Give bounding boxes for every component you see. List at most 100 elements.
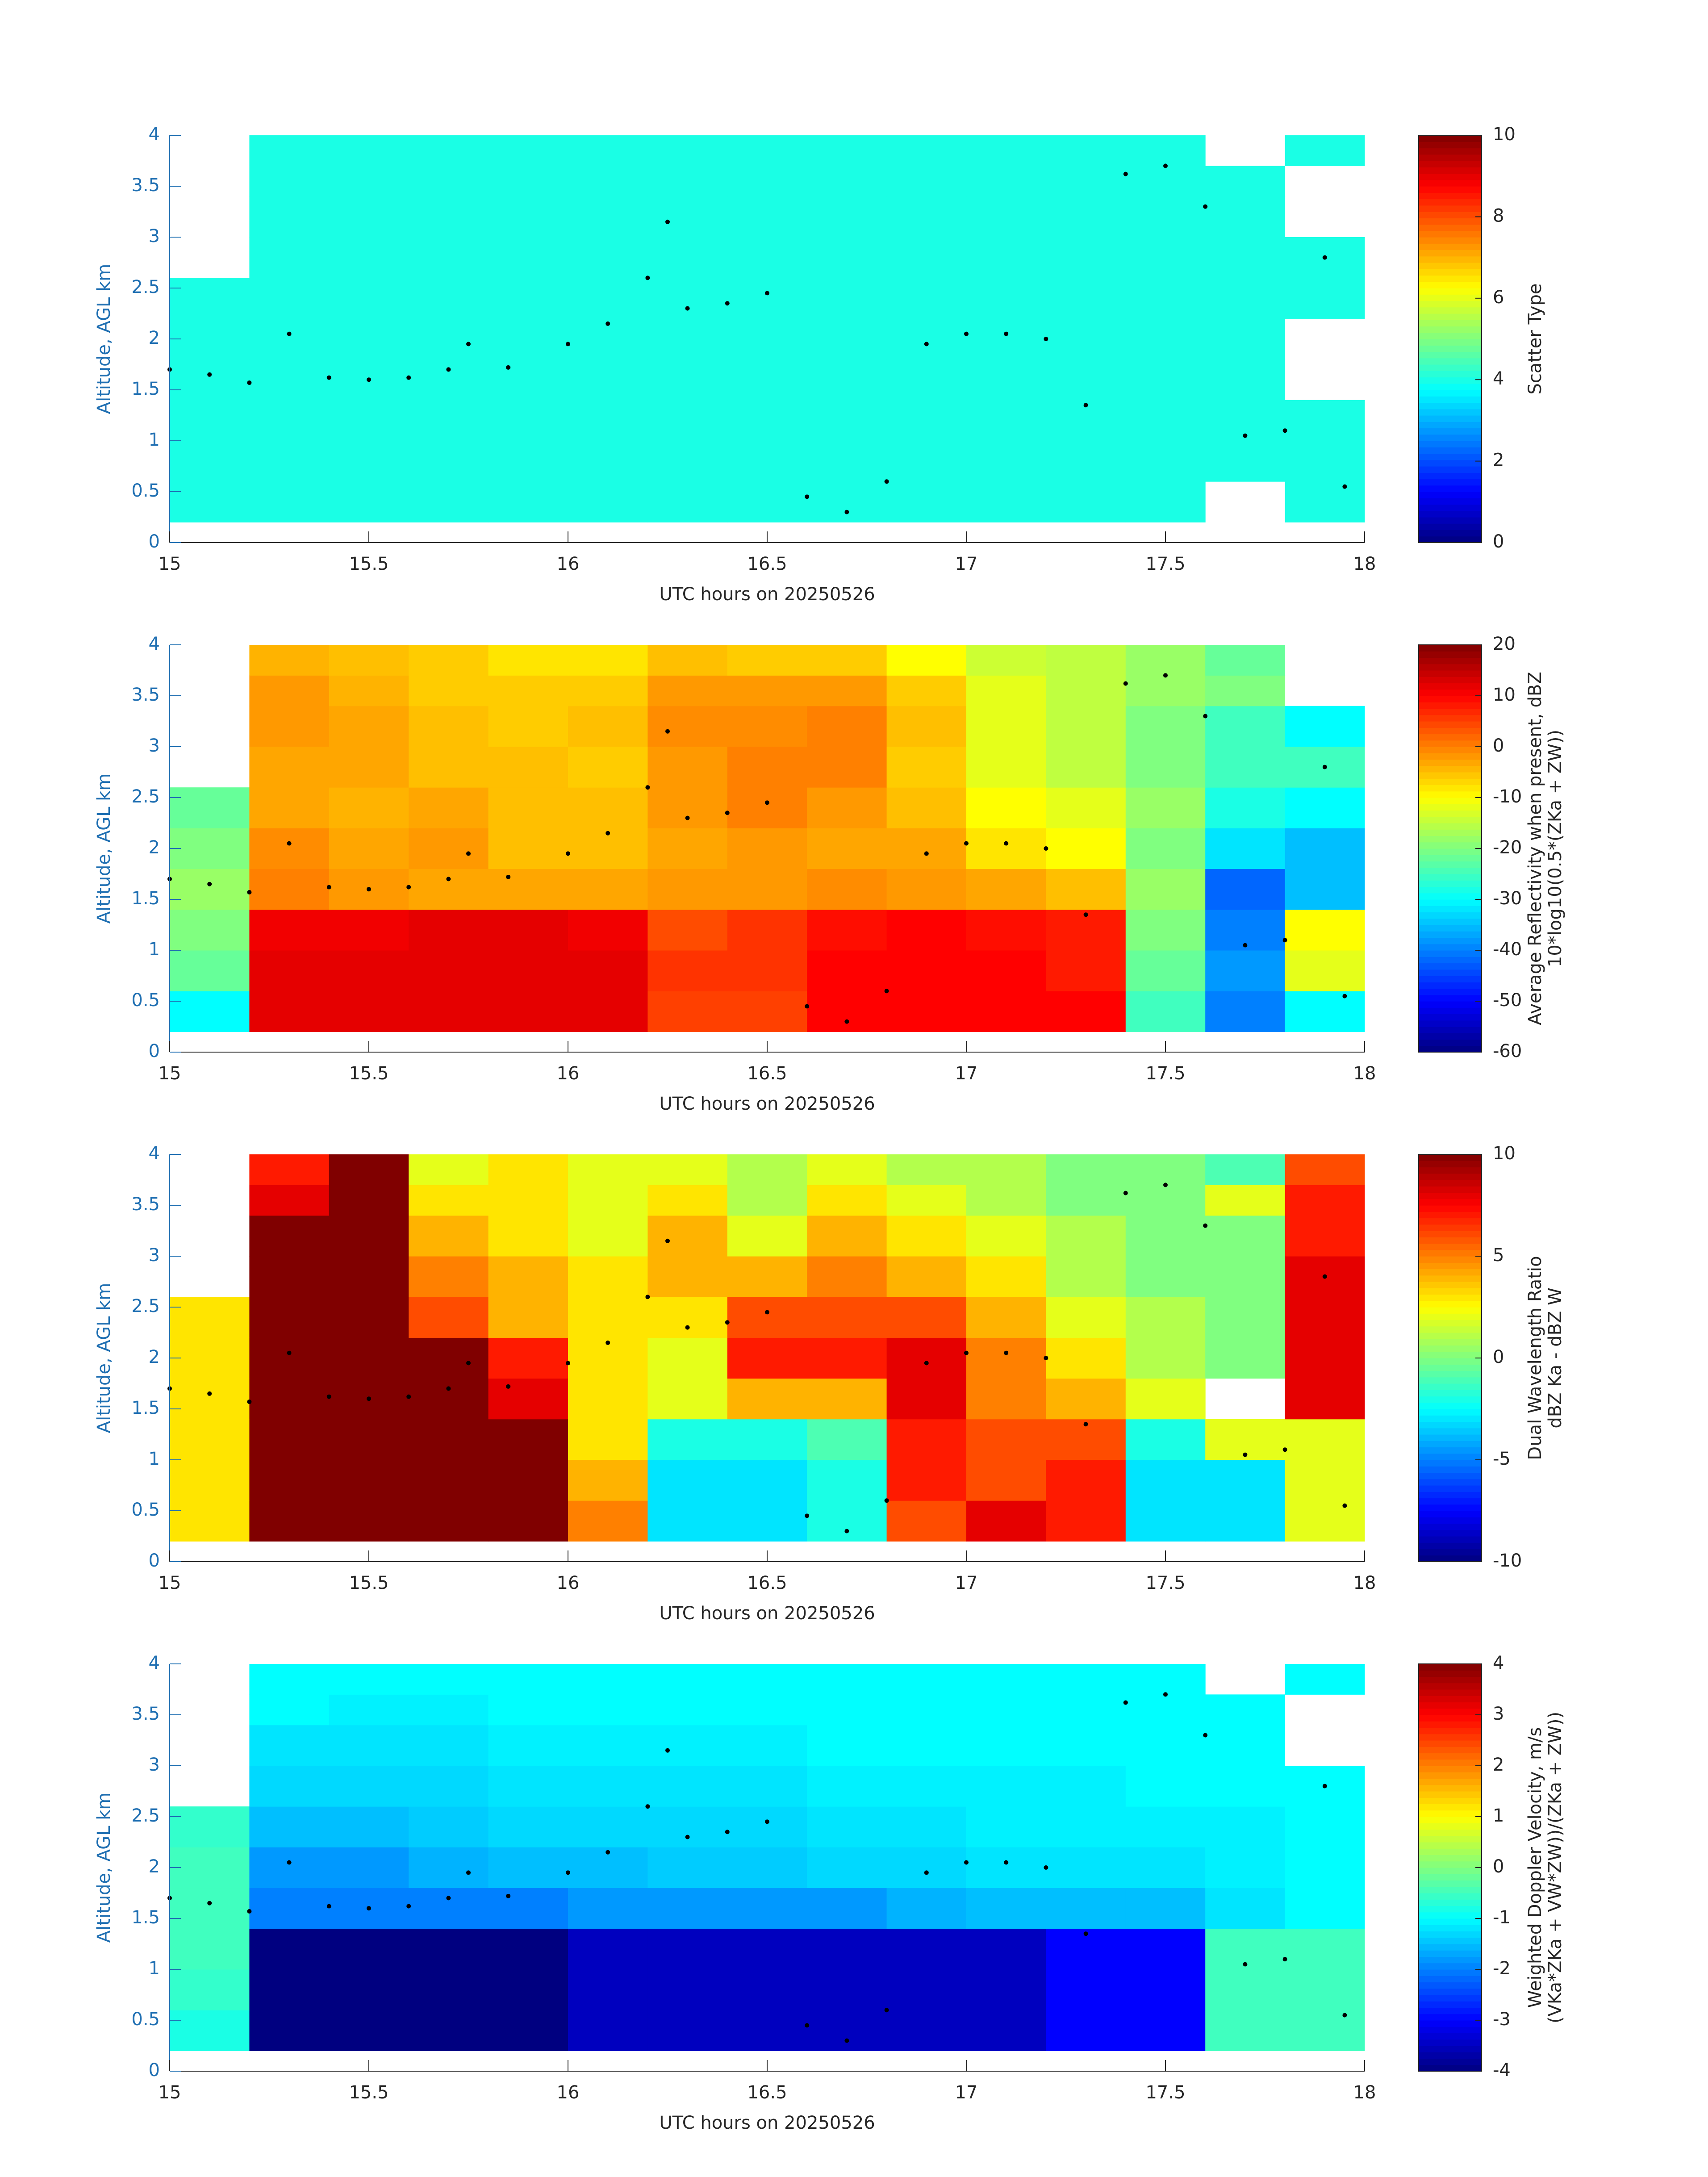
colorbar-swatch (1419, 1479, 1482, 1486)
colorbar-swatch (1419, 906, 1482, 913)
colorbar-swatch (1419, 1364, 1482, 1371)
cell (488, 278, 568, 319)
colorbar-swatch (1419, 747, 1482, 753)
cell (1125, 1185, 1206, 1216)
cell (409, 196, 489, 238)
colorbar-swatch (1419, 1817, 1482, 1823)
cell (966, 1847, 1046, 1889)
colorbar-tick-label: -30 (1493, 888, 1522, 909)
colorbar-tick-label: -60 (1493, 1041, 1522, 1061)
cell (1125, 441, 1206, 482)
cell (409, 1337, 489, 1379)
cell (1285, 1806, 1365, 1847)
point (1282, 938, 1287, 943)
colorbar-tick-label: 2 (1493, 450, 1504, 471)
point (805, 1004, 810, 1009)
colorbar-swatch (1419, 536, 1482, 543)
cell (1125, 645, 1206, 676)
point (1282, 1447, 1287, 1452)
cell (886, 400, 967, 441)
cell (807, 441, 887, 482)
cell (647, 645, 728, 676)
colorbar-swatch (1419, 256, 1482, 263)
colorbar-swatch (1419, 765, 1482, 773)
colorbar-swatch (1419, 1797, 1482, 1805)
colorbar-swatch (1419, 1861, 1482, 1868)
cell (1125, 1215, 1206, 1257)
cell (1205, 747, 1286, 788)
colorbar-swatch (1419, 950, 1482, 957)
colorbar-swatch (1419, 326, 1482, 333)
colorbar-swatch (1419, 288, 1482, 295)
cell (886, 1256, 967, 1297)
cell (966, 2010, 1046, 2051)
point (506, 1384, 511, 1389)
x-axis-label: UTC hours on 20250526 (659, 1603, 875, 1624)
cell (409, 747, 489, 788)
y-tick-label: 3 (149, 1755, 160, 1775)
point (326, 375, 331, 380)
cell (249, 359, 330, 401)
colorbar-swatch (1419, 1823, 1482, 1830)
cell (249, 1766, 330, 1807)
cell (488, 481, 568, 522)
cell (329, 747, 409, 788)
cell (647, 1847, 728, 1889)
colorbar-tick-label: 4 (1493, 1653, 1504, 1673)
cell (1046, 675, 1126, 706)
y-tick-label: 4 (149, 124, 160, 145)
cell (1205, 1297, 1286, 1338)
y-tick-label: 2.5 (131, 786, 160, 807)
colorbar-swatch (1419, 1045, 1482, 1053)
cell (568, 2010, 648, 2051)
x-tick-label: 18 (1353, 1573, 1376, 1593)
point (1004, 1350, 1009, 1355)
point (844, 1019, 849, 1024)
cell (170, 828, 250, 869)
cell (886, 1664, 967, 1695)
cell (409, 706, 489, 747)
point (446, 367, 451, 372)
cell (488, 991, 568, 1032)
cell (807, 828, 887, 869)
cell (727, 135, 807, 166)
cell (886, 1337, 967, 1379)
y-tick-label: 1.5 (131, 1398, 160, 1418)
colorbar-label: Scatter Type (1525, 284, 1545, 395)
cell (966, 1154, 1046, 1185)
colorbar-swatch (1419, 447, 1482, 454)
cell (249, 1664, 330, 1695)
colorbar-swatch (1419, 1855, 1482, 1862)
point (884, 479, 889, 484)
colorbar-swatch (1419, 498, 1482, 505)
colorbar-tick-label: -10 (1493, 1550, 1522, 1571)
cell (966, 1337, 1046, 1379)
cell (727, 1725, 807, 1766)
cell (966, 1500, 1046, 1542)
cell (1205, 1154, 1286, 1185)
cell (1125, 1256, 1206, 1297)
cell (568, 1806, 648, 1847)
colorbar-swatch (1419, 1205, 1482, 1212)
point (566, 1361, 570, 1366)
cell (647, 2010, 728, 2051)
cell (568, 706, 648, 747)
cell (1046, 1337, 1126, 1379)
x-axis-label: UTC hours on 20250526 (659, 1094, 875, 1114)
cell (568, 1215, 648, 1257)
point (1243, 1452, 1248, 1457)
cell (409, 400, 489, 441)
colorbar-swatch (1419, 1192, 1482, 1199)
y-tick-label: 2.5 (131, 1296, 160, 1316)
colorbar-swatch (1419, 1740, 1482, 1747)
cell (1125, 318, 1206, 360)
y-tick-label: 2 (149, 328, 160, 348)
point (606, 321, 610, 326)
colorbar-swatch (1419, 1320, 1482, 1327)
cell (249, 1500, 330, 1542)
point (884, 989, 889, 994)
cell (966, 135, 1046, 166)
cell (807, 1337, 887, 1379)
colorbar-swatch (1419, 1345, 1482, 1352)
